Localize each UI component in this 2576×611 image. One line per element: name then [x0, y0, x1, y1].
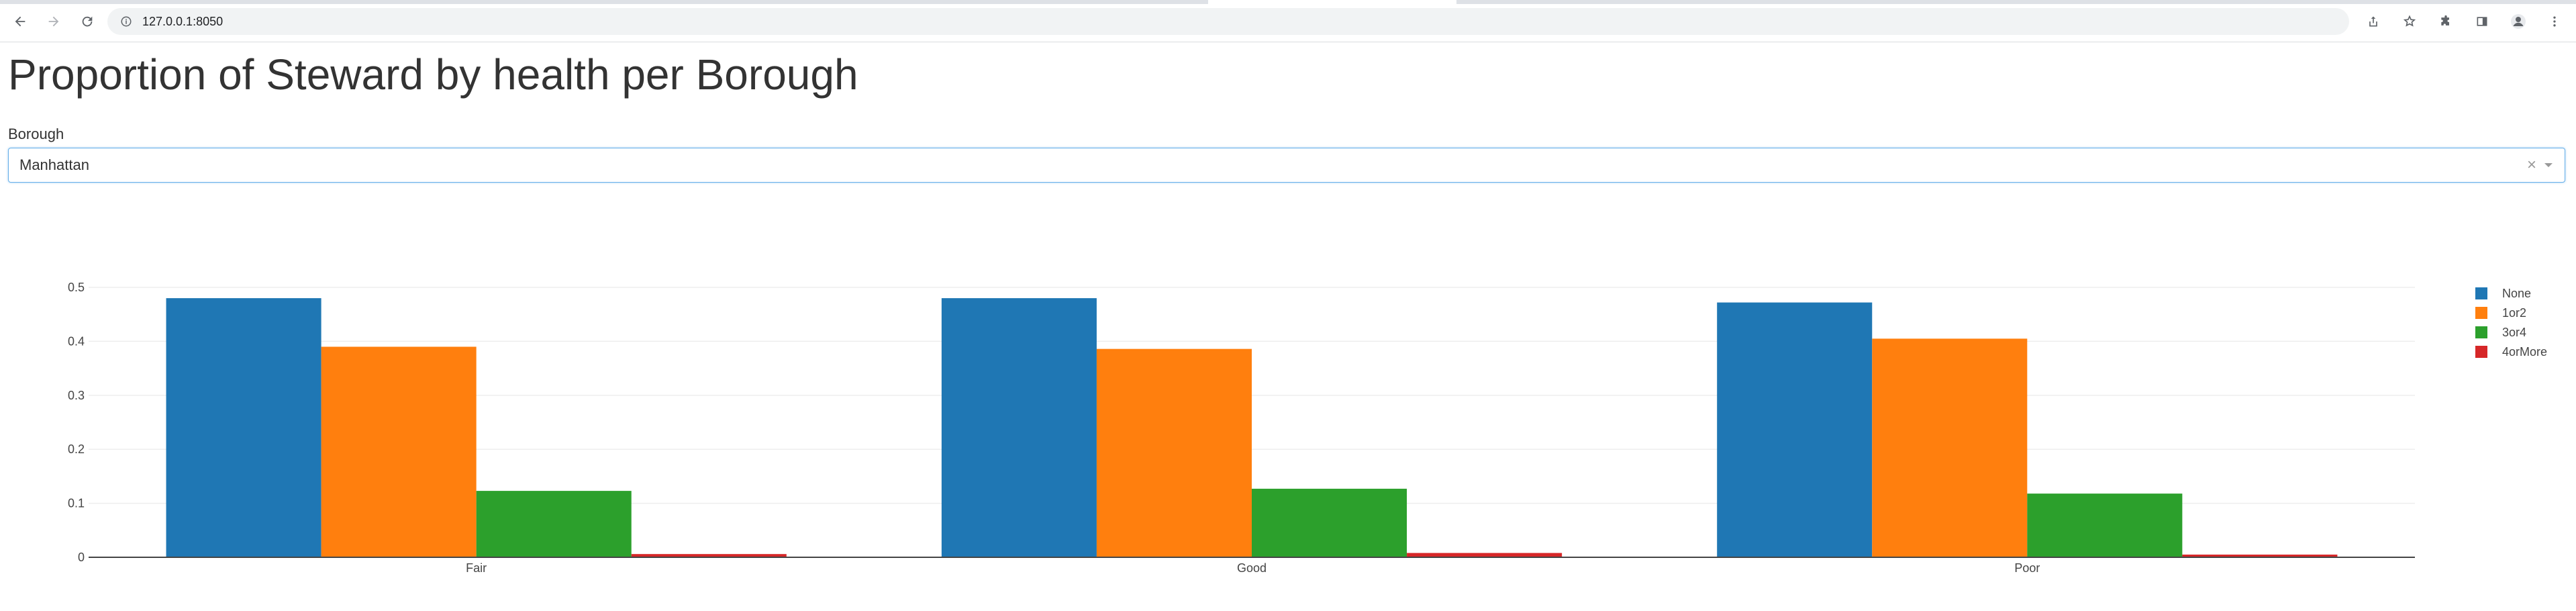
y-tick-label: 0.1	[68, 497, 85, 510]
bar-None-Poor[interactable]	[1717, 302, 1873, 557]
profile-avatar-icon[interactable]	[2506, 9, 2530, 34]
y-tick-label: 0.5	[68, 281, 85, 294]
forward-icon[interactable]	[42, 9, 66, 34]
y-tick-label: 0	[78, 551, 85, 564]
legend-label-3or4[interactable]: 3or4	[2502, 326, 2526, 339]
x-tick-label: Fair	[466, 561, 487, 575]
bar-3or4-Fair[interactable]	[476, 491, 632, 557]
extensions-icon[interactable]	[2434, 9, 2458, 34]
legend-label-4orMore[interactable]: 4orMore	[2502, 345, 2547, 359]
x-tick-label: Poor	[2014, 561, 2040, 575]
bar-4orMore-Poor[interactable]	[2182, 554, 2338, 557]
legend-label-1or2[interactable]: 1or2	[2502, 306, 2526, 320]
side-panel-icon[interactable]	[2470, 9, 2494, 34]
bar-None-Fair[interactable]	[166, 298, 321, 557]
bookmark-star-icon[interactable]	[2397, 9, 2422, 34]
reload-icon[interactable]	[75, 9, 99, 34]
url-text[interactable]: 127.0.0.1:8050	[142, 14, 224, 28]
y-tick-label: 0.4	[68, 334, 85, 348]
bar-chart: 0 0.1 0.2 0.3 0.4 0.5 Fair Good Poor None 1or2 3or…	[68, 281, 2547, 575]
bar-1or2-Poor[interactable]	[1872, 338, 2028, 557]
bar-3or4-Good[interactable]	[1252, 488, 1407, 557]
bar-4orMore-Fair[interactable]	[631, 554, 787, 557]
chevron-down-icon[interactable]	[2540, 156, 2557, 174]
site-info-icon[interactable]	[117, 12, 136, 31]
browser-toolbar: 127.0.0.1:8050	[0, 0, 2576, 42]
clear-icon[interactable]: ×	[2526, 156, 2536, 174]
active-tab[interactable]	[1208, 0, 1456, 4]
more-menu-icon[interactable]	[2542, 9, 2567, 34]
bar-1or2-Good[interactable]	[1096, 348, 1252, 557]
legend-swatch-None[interactable]	[2475, 287, 2487, 299]
bar-None-Good[interactable]	[941, 298, 1097, 557]
y-tick-label: 0.2	[68, 442, 85, 456]
y-tick-label: 0.3	[68, 389, 85, 402]
borough-label: Borough	[8, 126, 64, 142]
legend-swatch-3or4[interactable]	[2475, 326, 2487, 338]
tab-strip	[0, 0, 2576, 4]
borough-selected-value[interactable]: Manhattan	[19, 156, 89, 173]
legend-swatch-1or2[interactable]	[2475, 307, 2487, 319]
bar-4orMore-Good[interactable]	[1407, 553, 1563, 557]
borough-dropdown[interactable]: Manhattan ×	[8, 148, 2565, 183]
bar-3or4-Poor[interactable]	[2027, 493, 2183, 557]
x-tick-label: Good	[1237, 561, 1267, 575]
legend-swatch-4orMore[interactable]	[2475, 346, 2487, 358]
legend-label-None[interactable]: None	[2502, 287, 2531, 300]
page-title: Proportion of Steward by health per Boro…	[8, 50, 858, 99]
share-icon[interactable]	[2361, 9, 2385, 34]
address-bar[interactable]: 127.0.0.1:8050	[107, 8, 2349, 35]
bar-1or2-Fair[interactable]	[321, 346, 477, 557]
back-icon[interactable]	[8, 9, 32, 34]
